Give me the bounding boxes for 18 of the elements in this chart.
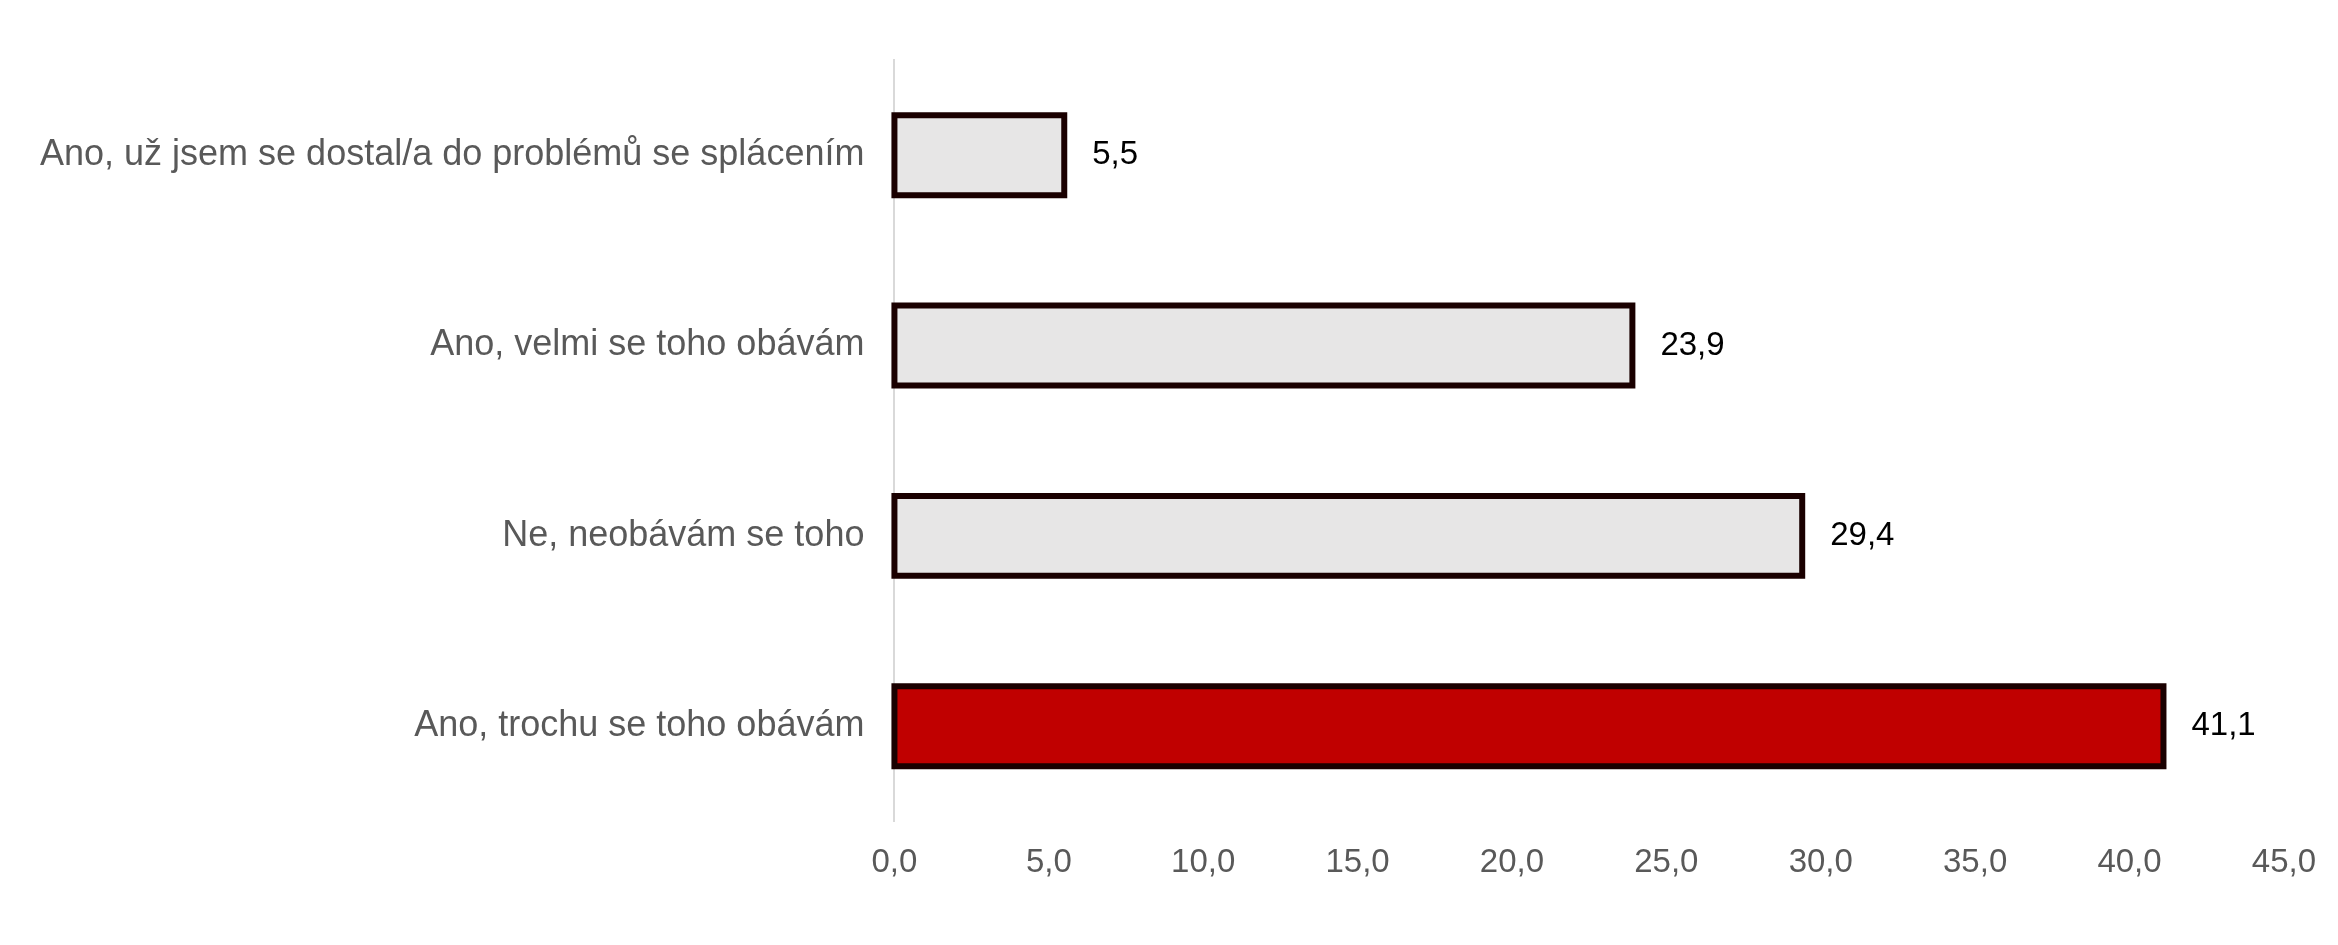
- data-label: 5,5: [1092, 134, 1139, 172]
- data-label: 23,9: [1660, 324, 1725, 362]
- x-tick-label: 25,0: [1634, 842, 1699, 880]
- x-tick-label: 45,0: [2251, 842, 2316, 880]
- y-tick-label: Ano, trochu se toho obávám: [414, 703, 865, 745]
- x-tick-label: 20,0: [1479, 842, 1545, 880]
- data-label: 41,1: [2191, 705, 2256, 743]
- data-label: 29,4: [1830, 514, 1895, 552]
- x-tick-label: 15,0: [1325, 842, 1390, 880]
- x-tick-label: 0,0: [871, 842, 918, 880]
- y-tick-label: Ne, neobávám se toho: [502, 512, 865, 554]
- y-tick-label: Ano, velmi se toho obávám: [430, 322, 865, 364]
- x-tick-label: 30,0: [1788, 842, 1853, 880]
- x-tick-label: 35,0: [1943, 842, 2008, 880]
- x-tick-label: 40,0: [2097, 842, 2162, 880]
- x-tick-label: 10,0: [1171, 842, 1236, 880]
- x-tick-label: 5,0: [1025, 842, 1072, 880]
- y-tick-label: Ano, už jsem se dostal/a do problémů se splácením: [39, 132, 865, 174]
